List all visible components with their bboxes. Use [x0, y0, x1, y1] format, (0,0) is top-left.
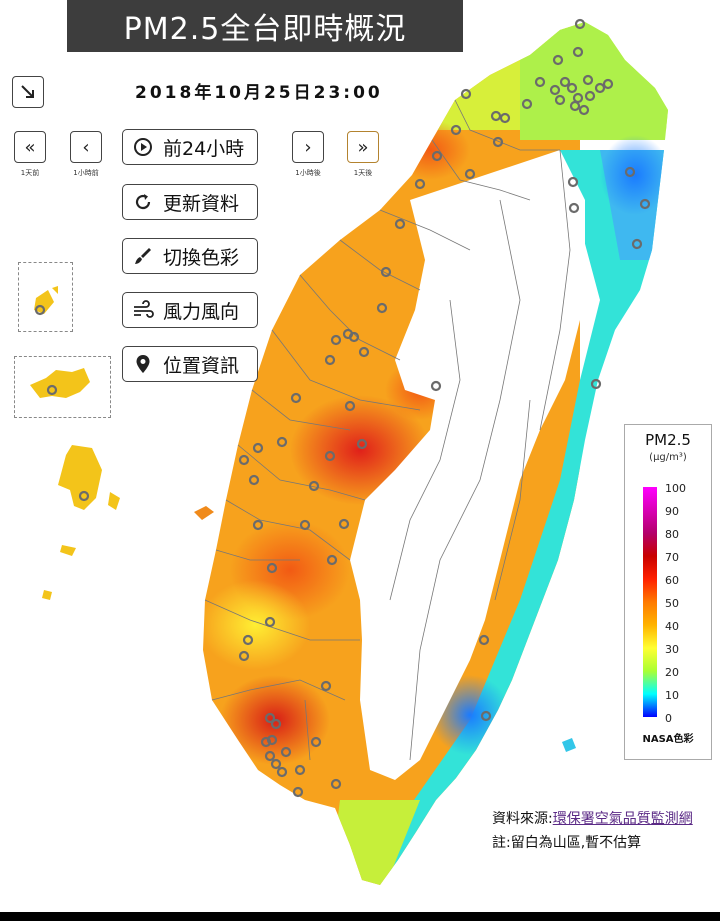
legend-tick: 90: [665, 505, 679, 518]
prev-day-label: 1天前: [20, 169, 40, 177]
legend-tick: 20: [665, 666, 679, 679]
matsu-inset-frame: [18, 262, 73, 332]
next-day-button[interactable]: »: [347, 131, 379, 163]
legend-tick: 60: [665, 574, 679, 587]
chevron-left-icon: ‹: [82, 136, 90, 158]
mountain-note: 註:留白為山區,暫不估算: [492, 835, 642, 851]
kinmen-island: [30, 368, 90, 398]
location-button[interactable]: 位置資訊: [122, 346, 258, 382]
refresh-icon: [131, 190, 155, 214]
pm25-legend: PM2.5 (μg/m³) 100 90 80 70 60 50 40 30 2…: [624, 424, 712, 760]
green-island: [562, 738, 576, 752]
legend-tick: 70: [665, 551, 679, 564]
prev-hour-button[interactable]: ‹: [70, 131, 102, 163]
kinmen-inset-frame: [14, 356, 111, 418]
data-source: 資料來源:環保署空氣品質監測網: [492, 808, 693, 828]
chevron-right-icon: ›: [304, 136, 312, 158]
matsu-islands: [34, 286, 58, 314]
prev-24h-label: 前24小時: [163, 137, 245, 160]
next-day-label: 1天後: [353, 169, 373, 177]
penghu-islands: [42, 445, 214, 600]
paint-brush-icon: [131, 244, 155, 268]
double-chevron-right-icon: »: [357, 136, 369, 158]
data-source-label: 資料來源:: [492, 811, 553, 827]
legend-tick: 80: [665, 528, 679, 541]
prev-hour-label: 1小時前: [73, 169, 99, 177]
bottom-bar: [0, 912, 720, 921]
legend-tick: 0: [665, 712, 672, 725]
expand-button[interactable]: [12, 76, 44, 108]
play-circle-icon: [131, 135, 155, 159]
refresh-button[interactable]: 更新資料: [122, 184, 258, 220]
legend-color-bar: [643, 487, 657, 717]
wind-icon: [131, 298, 155, 322]
legend-tick: 40: [665, 620, 679, 633]
switch-color-label: 切換色彩: [163, 246, 240, 269]
legend-tick: 50: [665, 597, 679, 610]
monitoring-stations[interactable]: [34, 18, 651, 798]
legend-title: PM2.5: [645, 431, 691, 449]
next-hour-label: 1小時後: [295, 169, 321, 177]
next-hour-button[interactable]: ›: [292, 131, 324, 163]
legend-tick: 10: [665, 689, 679, 702]
legend-unit: (μg/m³): [649, 452, 687, 463]
prev-24h-button[interactable]: 前24小時: [122, 129, 258, 165]
map-pin-icon: [131, 352, 155, 376]
legend-tick: 30: [665, 643, 679, 656]
wind-button[interactable]: 風力風向: [122, 292, 258, 328]
palette-label: NASA色彩: [642, 734, 694, 745]
datetime-label: 2018年10月25日23:00: [135, 83, 383, 103]
switch-color-button[interactable]: 切換色彩: [122, 238, 258, 274]
page-title: PM2.5全台即時概況: [67, 0, 463, 52]
data-source-link[interactable]: 環保署空氣品質監測網: [552, 811, 693, 827]
wind-label: 風力風向: [163, 300, 240, 323]
legend-tick: 100: [665, 482, 686, 495]
expand-arrow-icon: [21, 85, 34, 98]
prev-day-button[interactable]: «: [14, 131, 46, 163]
location-label: 位置資訊: [163, 354, 240, 377]
refresh-label: 更新資料: [163, 192, 240, 215]
double-chevron-left-icon: «: [24, 136, 36, 158]
